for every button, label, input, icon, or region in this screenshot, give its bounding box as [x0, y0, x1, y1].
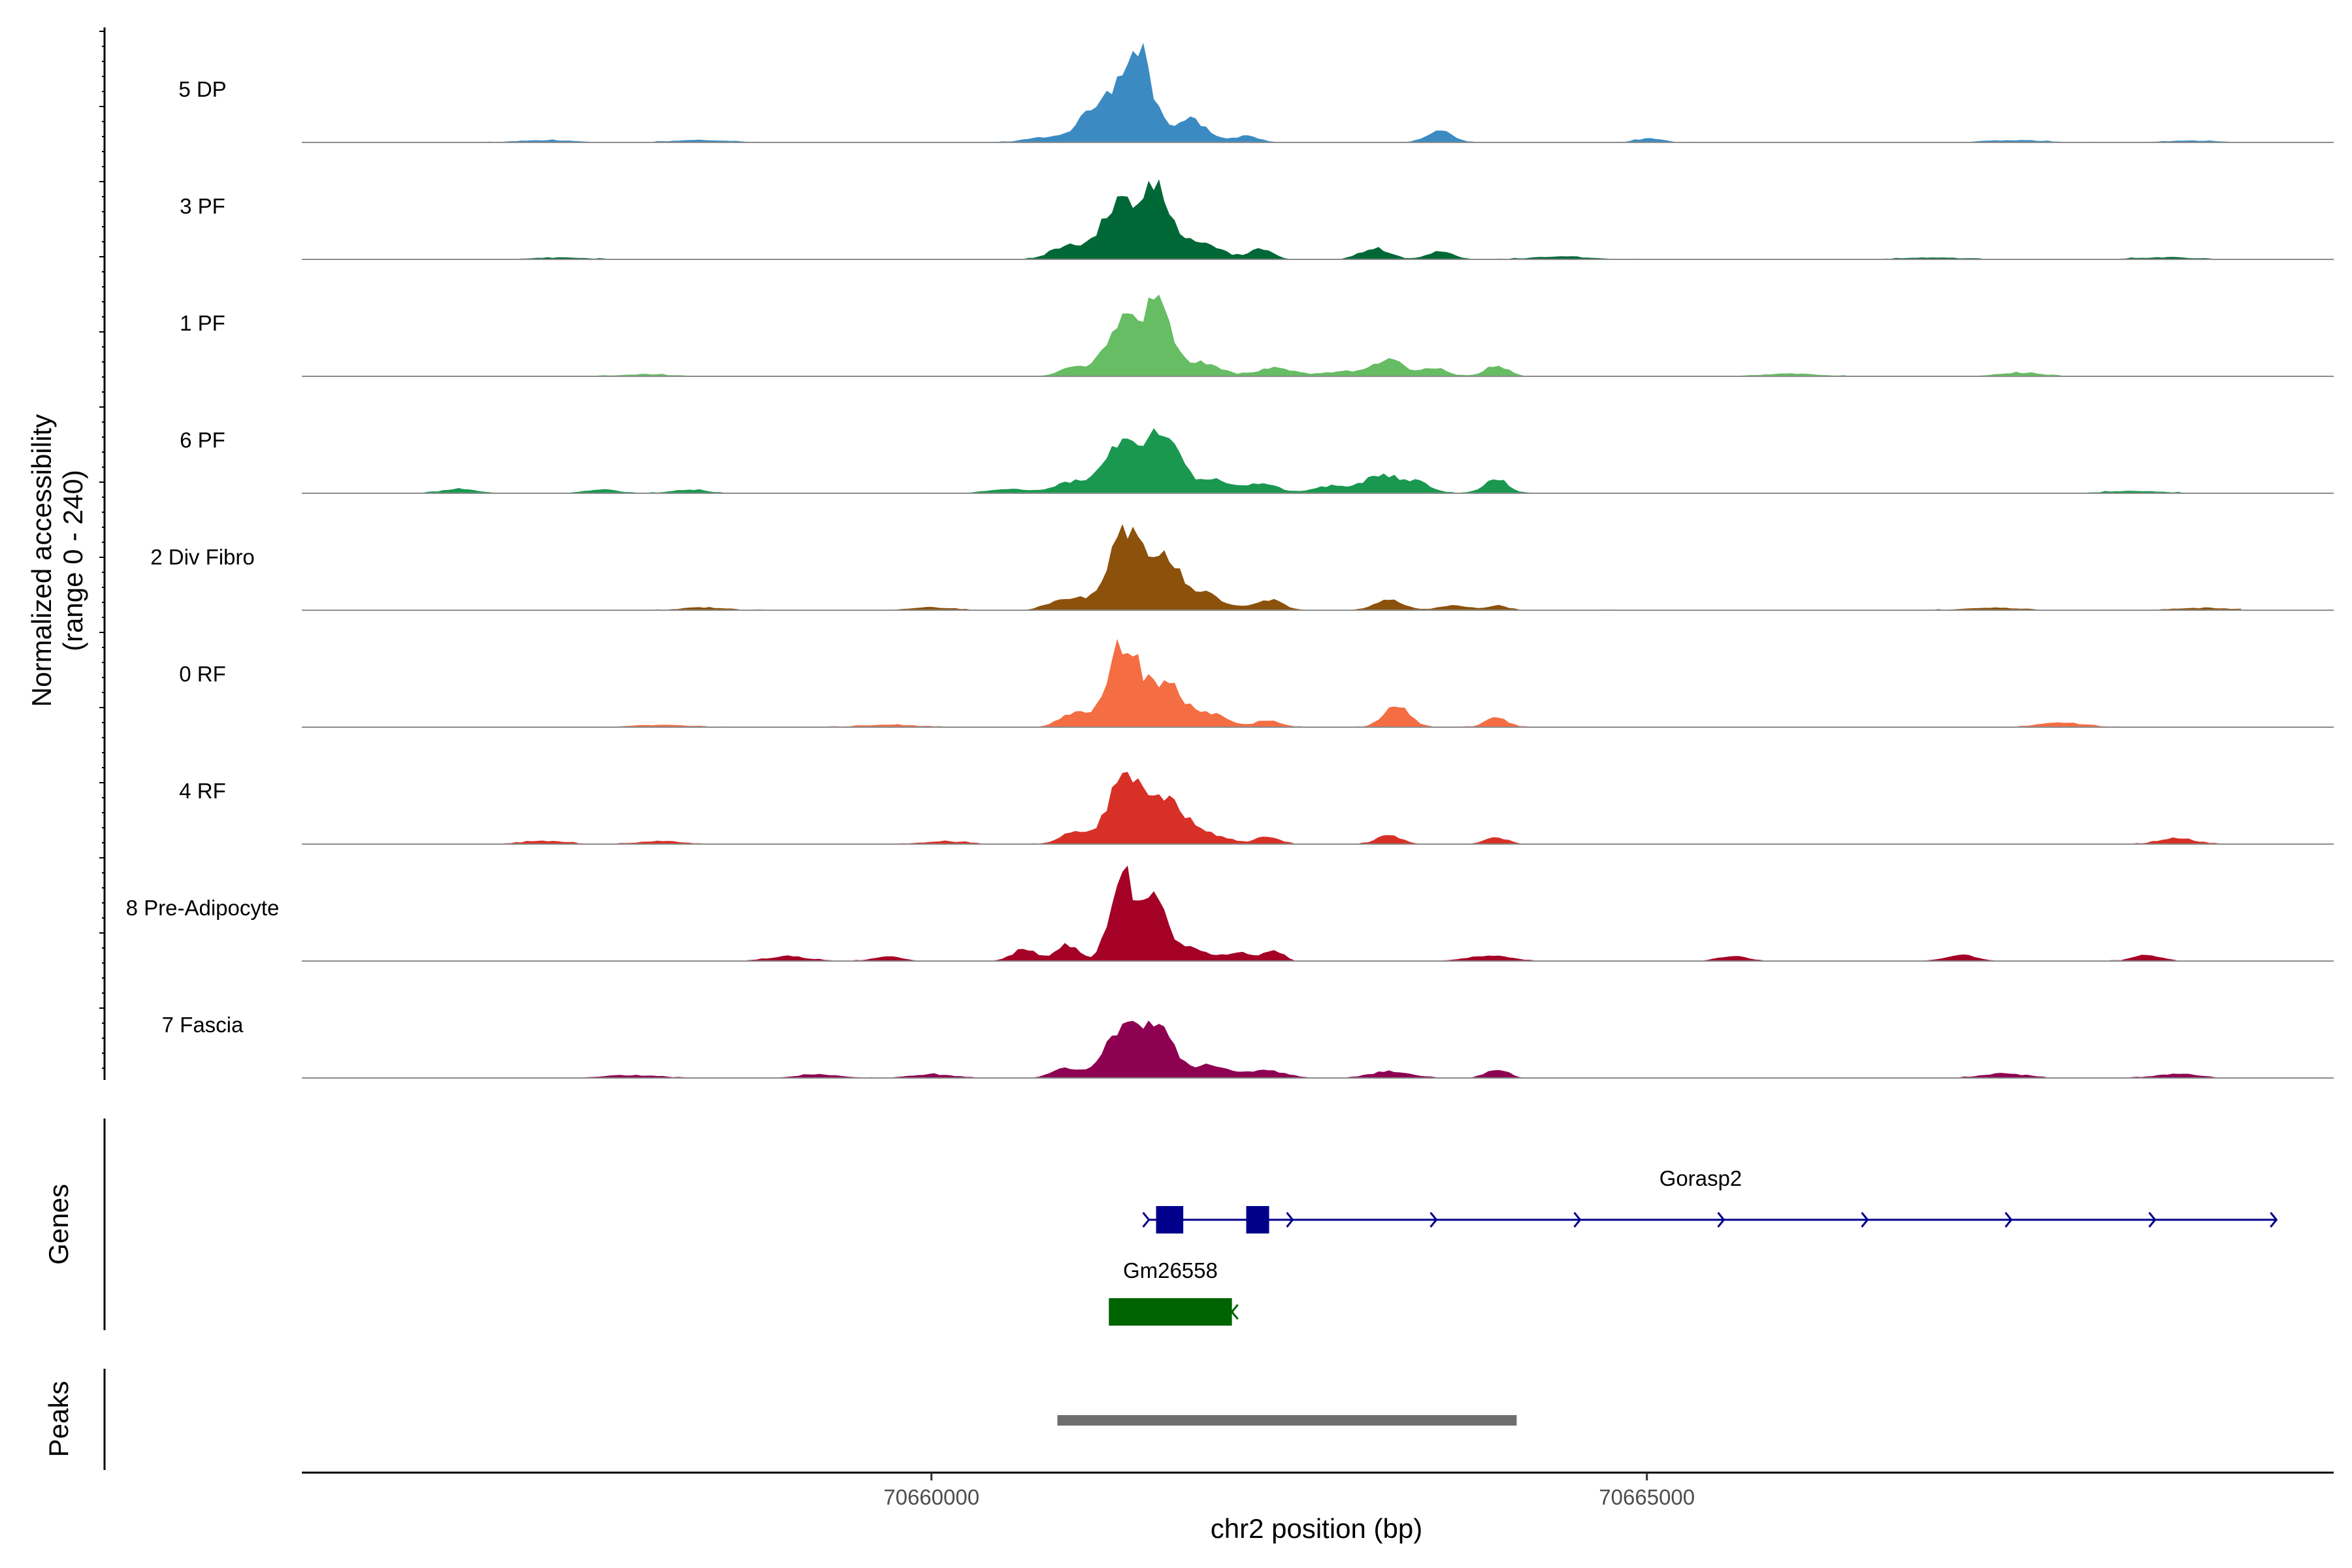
strand-arrow [2004, 1212, 2013, 1228]
x-tick-label: 70660000 [883, 1485, 979, 1509]
exon [1246, 1206, 1269, 1233]
gene-label: Gm26558 [1123, 1258, 1218, 1282]
coverage-area [302, 42, 2241, 142]
coverage-area [302, 524, 2241, 610]
y-axis-title: Normalized accessibility [26, 414, 57, 707]
x-tick-label: 70665000 [1599, 1485, 1695, 1509]
track-8-pre-adipocyte: 8 Pre-Adipocyte [126, 865, 2334, 962]
track-1-pf: 1 PF [180, 294, 2334, 377]
coverage-y-ticks [99, 31, 105, 1069]
strand-arrow [1717, 1212, 1725, 1228]
strand-arrow [1230, 1304, 1239, 1320]
peak-region-bar [1057, 1415, 1517, 1426]
y-axis-range: (range 0 - 240) [57, 470, 88, 651]
coverage-area [302, 428, 2241, 493]
strand-arrow [2270, 1212, 2278, 1228]
coverage-area [302, 294, 2241, 376]
track-4-rf: 4 RF [179, 772, 2334, 845]
x-axis-title: chr2 position (bp) [1211, 1513, 1423, 1544]
track-0-rf: 0 RF [179, 638, 2334, 728]
strand-arrow [1861, 1212, 1869, 1228]
coverage-tracks: 5 DP 3 PF 1 PF 6 PF 2 Div Fibro 0 RF 4 RF 8 Pre… [126, 42, 2334, 1079]
strand-arrow [1142, 1212, 1151, 1228]
track-7-fascia: 7 Fascia [162, 1013, 2334, 1079]
strand-arrow [2148, 1212, 2157, 1228]
track-label: 7 Fascia [162, 1013, 244, 1037]
track-label: 1 PF [180, 311, 225, 335]
genes-panel-label: Genes [43, 1184, 74, 1265]
track-3-pf: 3 PF [180, 179, 2334, 260]
exon [1156, 1206, 1184, 1233]
coverage-area [302, 179, 2241, 259]
track-label: 4 RF [179, 779, 226, 803]
coverage-area [302, 1021, 2241, 1078]
peak-regions [1057, 1415, 1517, 1426]
exon [1109, 1298, 1232, 1326]
track-6-pf: 6 PF [180, 428, 2334, 494]
track-5-dp: 5 DP [178, 42, 2334, 143]
track-label: 2 Div Fibro [150, 545, 255, 569]
gene-gorasp2: Gorasp2 [1142, 1166, 2278, 1233]
coverage-area [302, 865, 2241, 961]
strand-arrow [1573, 1212, 1582, 1228]
track-label: 3 PF [180, 194, 225, 218]
track-label: 8 Pre-Adipocyte [126, 896, 280, 920]
coverage-area [302, 772, 2241, 844]
gene-gm26558: Gm26558 [1109, 1258, 1239, 1326]
track-label: 5 DP [178, 77, 226, 101]
coverage-area [302, 638, 2241, 727]
strand-arrow [1429, 1212, 1438, 1228]
x-axis-ticks: 70660000 70665000 [883, 1473, 1695, 1509]
strand-arrow [1286, 1212, 1294, 1228]
gene-label: Gorasp2 [1659, 1166, 1742, 1190]
track-label: 6 PF [180, 428, 225, 452]
peaks-panel-label: Peaks [43, 1381, 74, 1458]
gene-annotations: Gorasp2 Gm26558 [1109, 1166, 2278, 1326]
track-2-div-fibro: 2 Div Fibro [150, 524, 2334, 611]
track-label: 0 RF [179, 662, 226, 686]
